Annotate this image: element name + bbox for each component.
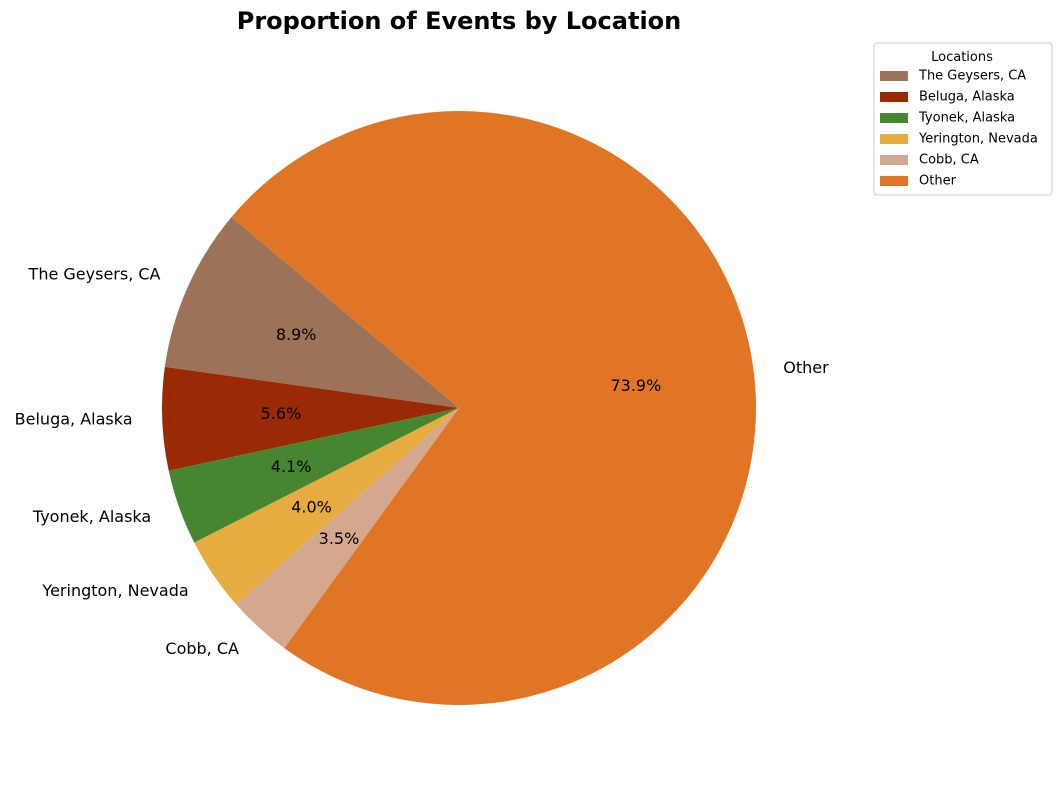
legend-frame xyxy=(873,42,1053,196)
legend-swatch-the-geysers-ca xyxy=(880,71,908,81)
slice-label-cobb-ca: Cobb, CA xyxy=(165,639,239,658)
slice-yerington-nevada xyxy=(194,408,460,605)
legend-label-beluga-alaska: Beluga, Alaska xyxy=(919,90,1015,105)
legend-swatch-other xyxy=(880,176,908,186)
percent-label-cobb-ca: 3.5% xyxy=(319,529,360,548)
legend-label-other: Other xyxy=(919,174,957,189)
legend-items: The Geysers, CA Beluga, Alaska Tyonek, Ala… xyxy=(880,69,1038,189)
percent-label-yerington-nevada: 4.0% xyxy=(291,498,332,517)
percent-label-tyonek-alaska: 4.1% xyxy=(271,457,312,476)
pie-labels: The Geysers, CA 8.9% Beluga, Alaska 5.6% Tyo… xyxy=(15,265,829,658)
legend-swatch-yerington-nevada xyxy=(880,134,908,144)
slice-label-beluga-alaska: Beluga, Alaska xyxy=(15,410,133,429)
slice-label-the-geysers-ca: The Geysers, CA xyxy=(28,265,161,284)
percent-label-the-geysers-ca: 8.9% xyxy=(276,325,317,344)
legend-label-tyonek-alaska: Tyonek, Alaska xyxy=(918,111,1015,126)
slice-the-geysers-ca xyxy=(164,217,459,408)
legend-swatch-cobb-ca xyxy=(880,155,908,165)
slice-label-yerington-nevada: Yerington, Nevada xyxy=(41,581,188,600)
legend-label-the-geysers-ca: The Geysers, CA xyxy=(918,69,1026,84)
legend-label-yerington-nevada: Yerington, Nevada xyxy=(918,132,1038,147)
legend-swatch-tyonek-alaska xyxy=(880,113,908,123)
slice-tyonek-alaska xyxy=(168,408,460,543)
chart-title: Proportion of Events by Location xyxy=(237,7,682,35)
percent-label-beluga-alaska: 5.6% xyxy=(261,404,302,423)
pie-slices xyxy=(162,110,757,706)
slice-label-tyonek-alaska: Tyonek, Alaska xyxy=(32,507,151,526)
percent-label-other: 73.9% xyxy=(610,376,661,395)
slice-other xyxy=(231,110,757,706)
legend-title: Locations xyxy=(931,50,993,65)
legend-label-cobb-ca: Cobb, CA xyxy=(919,153,979,168)
slice-beluga-alaska xyxy=(162,366,459,471)
slice-cobb-ca xyxy=(236,408,459,649)
legend-swatch-beluga-alaska xyxy=(880,92,908,102)
slice-label-other: Other xyxy=(783,358,829,377)
